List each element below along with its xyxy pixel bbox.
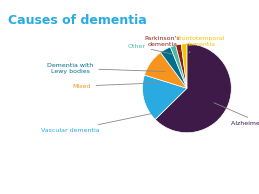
Text: Mixed: Mixed xyxy=(72,83,160,88)
Wedge shape xyxy=(161,47,187,88)
Wedge shape xyxy=(170,45,187,88)
Wedge shape xyxy=(181,44,187,88)
Text: Causes of dementia: Causes of dementia xyxy=(8,14,147,27)
Wedge shape xyxy=(142,75,187,120)
Text: Dementia with
Lewy bodies: Dementia with Lewy bodies xyxy=(47,63,165,74)
Wedge shape xyxy=(155,44,231,133)
Wedge shape xyxy=(176,44,187,88)
Text: Parkinson's
dementia: Parkinson's dementia xyxy=(145,36,180,51)
Wedge shape xyxy=(145,53,187,88)
Text: Vascular dementia: Vascular dementia xyxy=(41,113,153,133)
Text: Frontotemporal
dementia: Frontotemporal dementia xyxy=(176,36,225,53)
Text: Other: Other xyxy=(128,43,173,54)
Text: Alzheimer's disease: Alzheimer's disease xyxy=(214,103,259,126)
